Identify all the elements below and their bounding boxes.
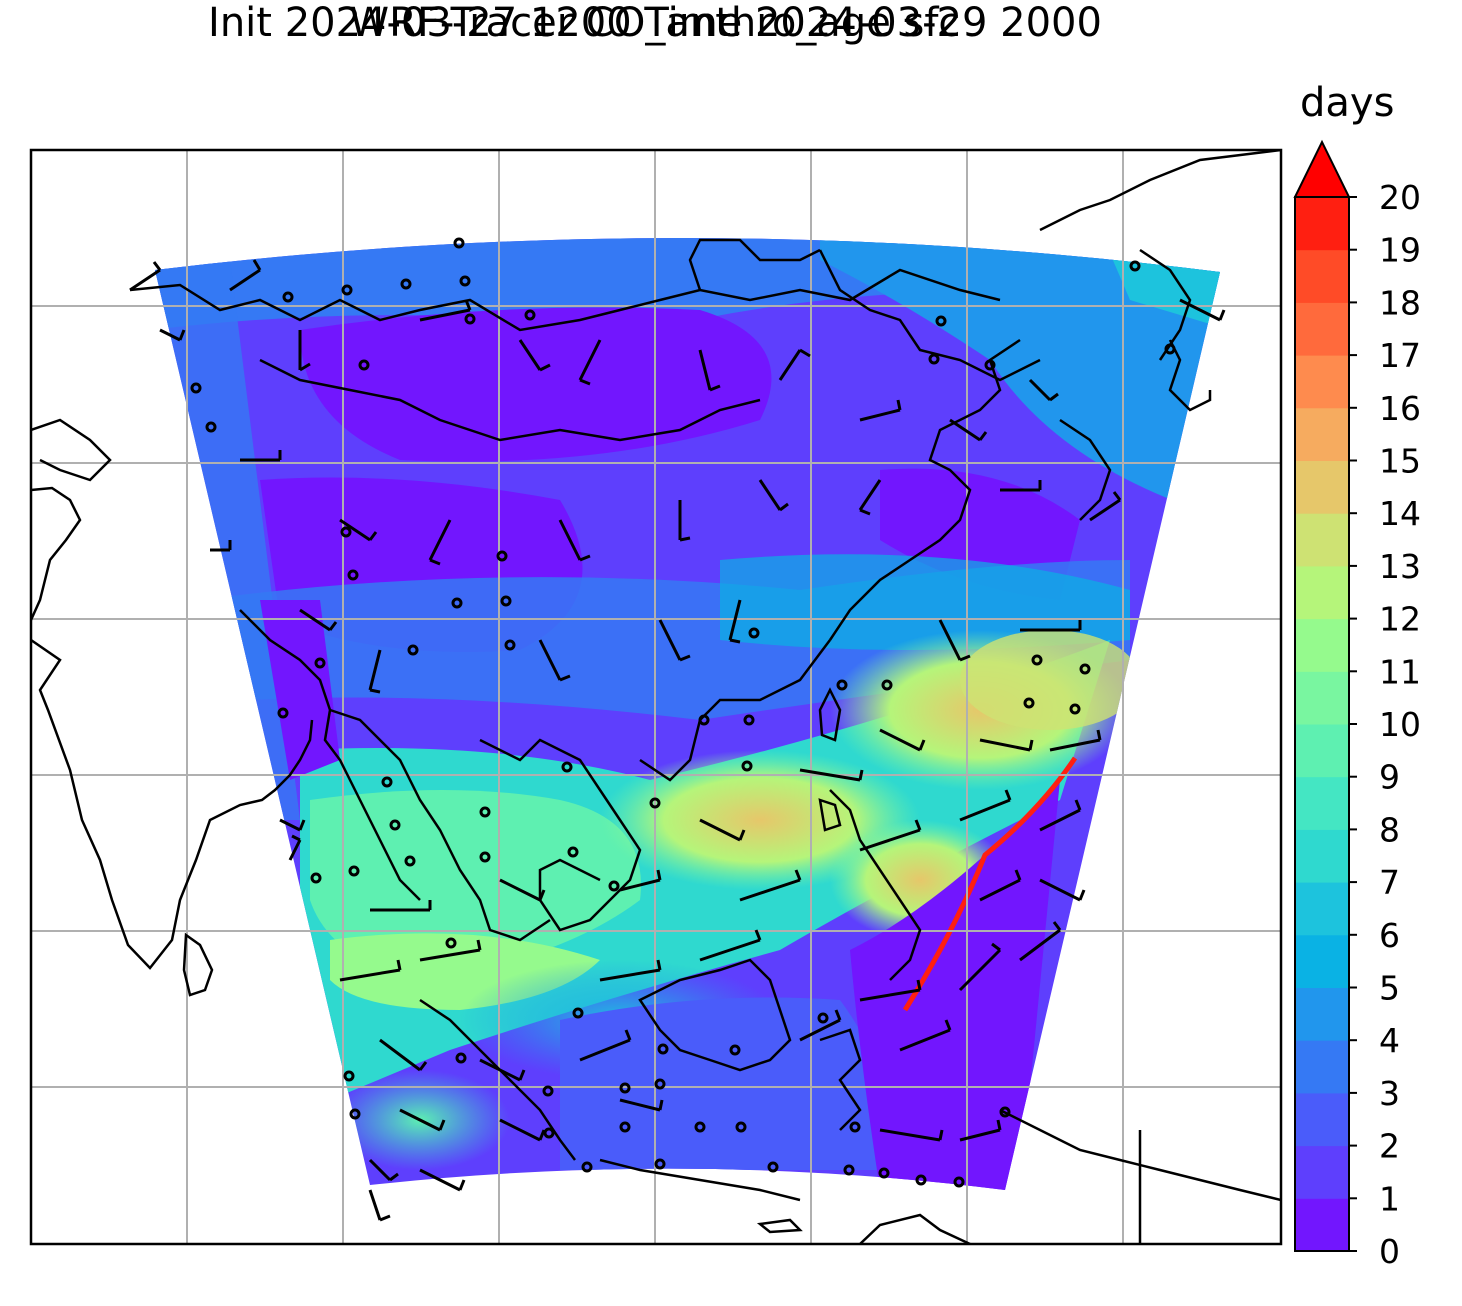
colorbar-segment [1295, 460, 1349, 514]
colorbar-tick-label: 4 [1379, 1021, 1400, 1060]
colorbar-segment [1295, 882, 1349, 936]
colorbar-segment [1295, 934, 1349, 988]
colorbar-tick-label: 10 [1379, 705, 1421, 744]
colorbar-tick-label: 5 [1379, 969, 1400, 1008]
colorbar-segment [1295, 302, 1349, 356]
colorbar-tick-label: 8 [1379, 810, 1400, 849]
colorbar-tick-label: 14 [1379, 494, 1421, 533]
map-gridlines [31, 150, 1281, 1244]
colorbar-tick-label: 12 [1379, 600, 1421, 639]
colorbar-segment [1295, 987, 1349, 1041]
map-frame [29, 148, 1283, 1246]
wind-barbs [129, 259, 1226, 1222]
colorbar-segment [1295, 1198, 1349, 1252]
colorbar-tick-label: 9 [1379, 758, 1400, 797]
colorbar-segment [1295, 513, 1349, 567]
colorbar-segment [1295, 1040, 1349, 1094]
map-title-line-1: WRF-Tracer CO_anthro_age sfc [349, 0, 961, 46]
colorbar-tick-label: 0 [1379, 1232, 1400, 1271]
colorbar-segment [1295, 355, 1349, 409]
high-age-boundary-streak [902, 756, 1078, 1012]
colorbar-tick-label: 17 [1379, 336, 1421, 375]
colorbar-tick-label: 1 [1379, 1179, 1400, 1218]
colorbar-segment [1295, 618, 1349, 672]
colorbar-segment [1295, 1145, 1349, 1199]
colorbar-segment [1295, 249, 1349, 303]
colorbar-tick-label: 11 [1379, 652, 1421, 691]
colorbar-segment [1295, 671, 1349, 725]
colorbar-tick-label: 3 [1379, 1074, 1400, 1113]
colorbar-tick-label: 15 [1379, 442, 1421, 481]
colorbar-tick-label: 2 [1379, 1127, 1400, 1166]
colorbar-tick-label: 16 [1379, 389, 1421, 428]
colorbar-segment [1295, 407, 1349, 461]
colorbar-segment [1295, 724, 1349, 778]
colorbar-segment [1295, 565, 1349, 620]
colorbar-tick-label: 18 [1379, 283, 1421, 322]
colorbar-unit-label: days [1300, 80, 1395, 126]
colorbar-segment [1295, 1092, 1349, 1147]
colorbar-segment [1295, 829, 1349, 883]
colorbar-tick-label: 19 [1379, 231, 1421, 270]
colorbar-tick-label: 7 [1379, 863, 1400, 902]
colorbar-segment [1295, 197, 1349, 251]
tracer-age-field [155, 237, 1220, 1190]
colorbar-tick-label: 6 [1379, 916, 1400, 955]
colorbar-extend-arrow [1293, 139, 1351, 198]
colorbar-tick-label: 20 [1379, 178, 1421, 217]
map-title-line-2: Init 2024-03-27 1200 Time 2024-03-29 200… [208, 0, 1102, 46]
calm-wind-circles [190, 237, 1176, 1188]
colorbar-segment [1295, 776, 1349, 830]
colorbar-tick-label: 13 [1379, 547, 1421, 586]
